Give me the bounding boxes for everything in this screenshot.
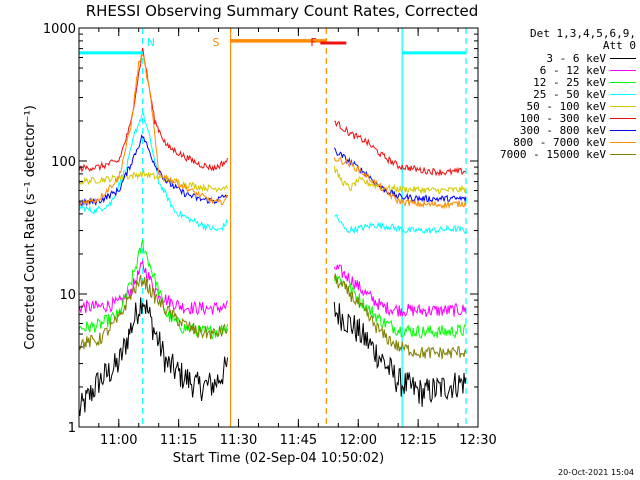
legend-color-swatch — [610, 153, 636, 155]
legend-color-swatch — [610, 117, 636, 119]
legend-entry: 800 - 7000 keV — [482, 135, 636, 149]
series-line — [333, 156, 467, 210]
legend-entry-label: 12 - 25 keV — [533, 75, 606, 89]
x-tick-label: 11:30 — [220, 433, 257, 448]
x-tick-label: 12:00 — [340, 433, 377, 448]
flag-label: N — [147, 36, 155, 49]
legend-entry-label: 7000 - 15000 keV — [500, 147, 606, 161]
series-line — [333, 166, 467, 196]
series-line — [333, 147, 467, 204]
legend-color-swatch — [610, 93, 636, 95]
legend-attenuator-label: Att 0 — [602, 39, 636, 52]
series-line — [78, 47, 228, 173]
series-line — [78, 112, 228, 232]
flag-label: S — [213, 36, 220, 49]
series-group — [78, 47, 467, 417]
legend-entry: 3 - 6 keV — [482, 51, 636, 65]
chart-title: RHESSI Observing Summary Count Rates, Co… — [85, 2, 479, 20]
series-line — [78, 297, 228, 417]
legend-entry: 7000 - 15000 keV — [482, 147, 636, 161]
series-line — [334, 120, 466, 177]
series-line — [333, 301, 467, 407]
plot-frame — [78, 27, 479, 428]
legend-color-swatch — [610, 129, 636, 131]
legend-entry: 25 - 50 keV — [482, 87, 636, 101]
x-tick-label: 11:15 — [160, 433, 197, 448]
y-axis-title: Corrected Count Rate (s⁻¹ detector⁻¹) — [23, 105, 38, 350]
legend-entry-label: 50 - 100 keV — [526, 99, 606, 113]
x-tick-label: 12:30 — [459, 433, 496, 448]
x-tick-label: 11:00 — [100, 433, 137, 448]
series-line — [78, 274, 228, 351]
x-tick-label: 12:15 — [399, 433, 436, 448]
legend-entry-label: 100 - 300 keV — [519, 111, 606, 125]
y-tick-label: 10 — [59, 288, 76, 303]
legend-entry: 300 - 800 keV — [482, 123, 636, 137]
series-line — [78, 239, 228, 339]
plot-date-stamp: 20-Oct-2021 15:04 — [558, 468, 634, 477]
legend-color-swatch — [610, 141, 636, 143]
y-tick-label: 100 — [51, 155, 76, 170]
legend-entry: 6 - 12 keV — [482, 63, 636, 77]
legend-color-swatch — [610, 105, 636, 107]
x-axis-title: Start Time (02-Sep-04 10:50:02) — [173, 451, 384, 466]
series-line — [78, 134, 228, 207]
legend-entry: 12 - 25 keV — [482, 75, 636, 89]
legend-color-swatch — [610, 81, 636, 83]
legend-entry-label: 25 - 50 keV — [533, 87, 606, 101]
legend-entry: 100 - 300 keV — [482, 111, 636, 125]
legend-entry-label: 6 - 12 keV — [539, 63, 606, 77]
series-line — [333, 273, 467, 360]
legend-entry-label: 3 - 6 keV — [546, 51, 606, 65]
series-line — [78, 52, 228, 207]
series-line — [78, 259, 228, 316]
legend-entry: 50 - 100 keV — [482, 99, 636, 113]
legend-color-swatch — [610, 57, 636, 59]
series-line — [333, 274, 467, 339]
legend-entry-label: 300 - 800 keV — [519, 123, 606, 137]
legend: Det 1,3,4,5,6,9, Att 0 3 - 6 keV 6 - 12 k… — [482, 27, 636, 161]
axes-group: 11:00 11:15 11:30 11:45 12:00 12:15 12:30 1 10 10… — [23, 22, 497, 466]
series-line — [333, 264, 467, 318]
legend-color-swatch — [610, 69, 636, 71]
y-tick-label: 1000 — [43, 22, 76, 37]
series-line — [334, 213, 467, 235]
x-tick-label: 11:45 — [280, 433, 317, 448]
legend-entry-label: 800 - 7000 keV — [513, 135, 606, 149]
series-line — [78, 169, 228, 193]
flag-label: F — [310, 36, 316, 49]
legend-detector-label: Det 1,3,4,5,6,9, — [530, 27, 636, 40]
y-tick-label: 1 — [68, 421, 76, 436]
